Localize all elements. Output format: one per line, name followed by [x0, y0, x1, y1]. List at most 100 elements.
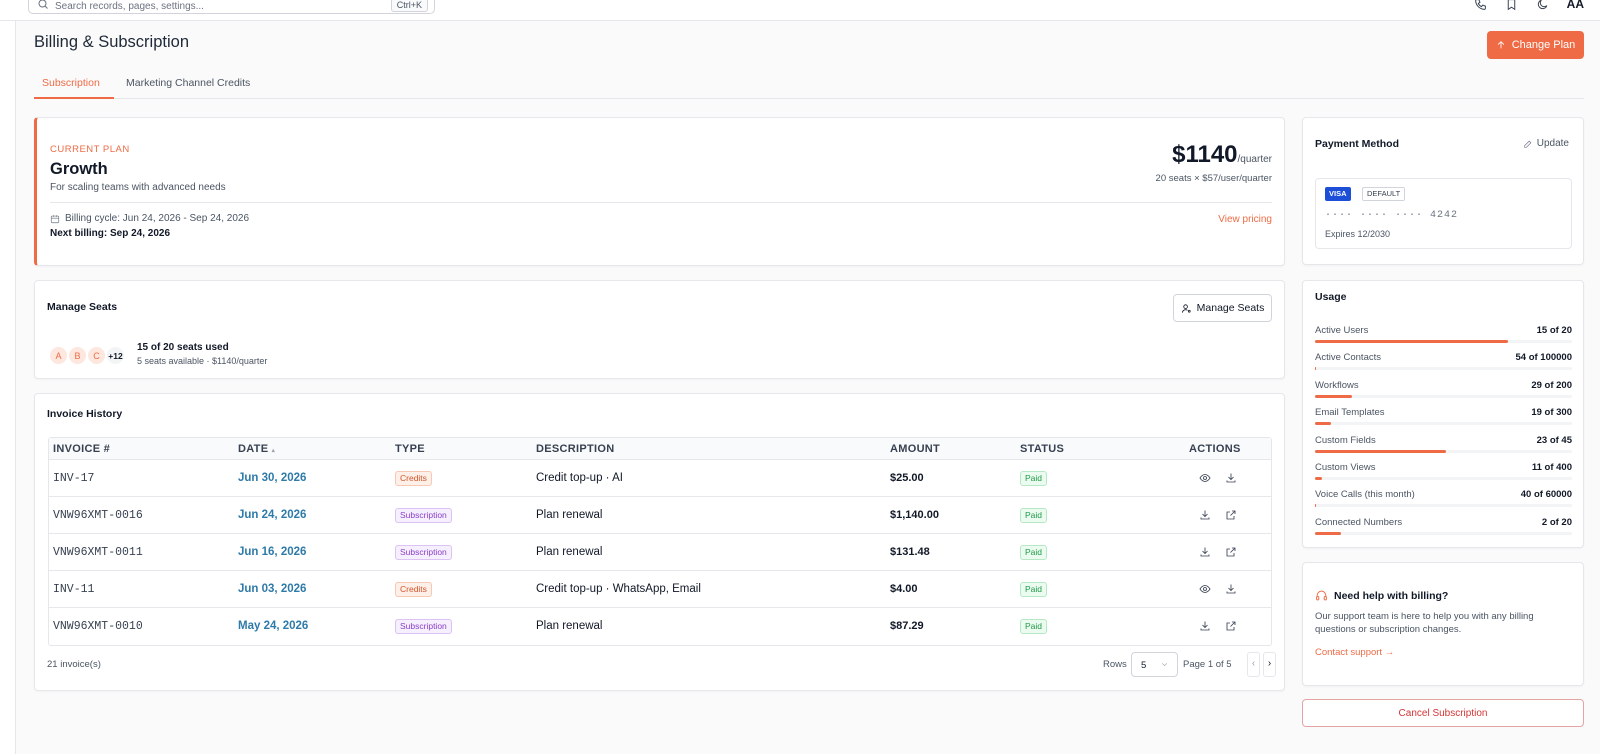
- usage-progress-bar: [1315, 394, 1353, 398]
- next-page-button[interactable]: ›: [1263, 652, 1276, 677]
- contact-support-link[interactable]: Contact support →: [1315, 647, 1395, 658]
- view-pricing-link[interactable]: View pricing: [1218, 214, 1272, 225]
- moon-icon[interactable]: [1536, 0, 1549, 11]
- usage-track: [1315, 340, 1572, 343]
- type-badge: Subscription: [395, 619, 452, 634]
- table-header: INVOICE # DATE ▴ TYPE DESCRIPTION AMOUNT…: [49, 438, 1271, 460]
- cancel-subscription-button[interactable]: Cancel Subscription: [1302, 699, 1584, 727]
- status-badge: Paid: [1020, 508, 1048, 523]
- usage-value: 54 of 100000: [1515, 352, 1572, 364]
- prev-page-button[interactable]: ‹: [1247, 652, 1260, 677]
- invoice-date[interactable]: Jun 16, 2026: [238, 546, 307, 558]
- sort-asc-icon: ▴: [271, 448, 275, 454]
- usage-progress-bar: [1315, 367, 1317, 371]
- usage-item: Workflows 29 of 200: [1315, 380, 1572, 400]
- plan-name: Growth: [50, 160, 108, 178]
- type-badge: Credits: [395, 582, 432, 597]
- billing-cycle: Billing cycle: Jun 24, 2026 - Sep 24, 20…: [50, 213, 249, 224]
- tab-label: Subscription: [42, 77, 100, 89]
- invoice-number: INV-17: [53, 472, 95, 485]
- external-link-icon[interactable]: [1225, 545, 1239, 559]
- search-shortcut: Ctrl+K: [390, 0, 428, 12]
- usage-item: Active Users 15 of 20: [1315, 325, 1572, 345]
- table-row[interactable]: VNW96XMT-0010 May 24, 2026 Subscription …: [49, 608, 1271, 645]
- headset-icon: [1316, 590, 1327, 601]
- usage-track: [1315, 531, 1572, 535]
- col-amount[interactable]: AMOUNT: [890, 443, 941, 455]
- type-badge: Subscription: [395, 508, 452, 523]
- invoice-date[interactable]: Jun 03, 2026: [238, 583, 307, 595]
- download-icon[interactable]: [1199, 508, 1213, 522]
- invoice-description: Plan renewal: [536, 620, 603, 632]
- change-plan-label: Change Plan: [1511, 39, 1576, 51]
- usage-progress-bar: [1315, 477, 1323, 480]
- bookmark-icon[interactable]: [1505, 0, 1518, 11]
- usage-progress-bar: [1315, 449, 1447, 453]
- usage-label: Active Contacts: [1315, 352, 1381, 364]
- external-link-icon[interactable]: [1225, 508, 1239, 522]
- type-badge: Credits: [395, 471, 432, 486]
- type-badge: Subscription: [395, 545, 452, 560]
- arrow-up-icon: [1497, 41, 1504, 49]
- invoice-description: Plan renewal: [536, 509, 603, 521]
- tab-marketing-channel-credits[interactable]: Marketing Channel Credits: [126, 77, 250, 99]
- user-avatar[interactable]: AA: [1566, 0, 1584, 11]
- update-label: Update: [1536, 138, 1569, 149]
- manage-seats-button[interactable]: Manage Seats: [1173, 294, 1272, 322]
- user-cog-icon: [1181, 303, 1191, 313]
- invoice-history-card: Invoice History INVOICE # DATE ▴ TYPE DE…: [34, 393, 1285, 691]
- status-badge: Paid: [1020, 545, 1048, 560]
- usage-title: Usage: [1315, 291, 1347, 303]
- change-plan-button[interactable]: Change Plan: [1487, 31, 1584, 59]
- eye-icon[interactable]: [1199, 582, 1213, 596]
- seats-title: Manage Seats: [47, 301, 118, 313]
- calendar-icon: [50, 214, 60, 223]
- usage-track: [1315, 394, 1572, 398]
- price-period: /quarter: [1237, 154, 1272, 165]
- download-icon[interactable]: [1199, 619, 1213, 633]
- rows-per-page-select[interactable]: 5: [1131, 652, 1178, 677]
- usage-value: 11 of 400: [1531, 462, 1572, 473]
- update-payment-button[interactable]: Update: [1523, 138, 1569, 149]
- table-row[interactable]: VNW96XMT-0011 Jun 16, 2026 Subscription …: [49, 534, 1271, 571]
- tab-label: Marketing Channel Credits: [126, 77, 251, 89]
- usage-item: Email Templates 19 of 300: [1315, 407, 1572, 427]
- saved-card: VISA DEFAULT ···· ···· ···· 4242 Expires…: [1315, 178, 1572, 249]
- download-icon[interactable]: [1199, 545, 1213, 559]
- invoice-date[interactable]: Jun 30, 2026: [238, 472, 307, 484]
- table-row[interactable]: INV-11 Jun 03, 2026 Credits Credit top-u…: [49, 571, 1271, 608]
- invoice-description: Credit top-up · WhatsApp, Email: [536, 583, 701, 595]
- billing-cycle-text: Billing cycle: Jun 24, 2026 - Sep 24, 20…: [65, 213, 250, 224]
- tab-subscription[interactable]: Subscription: [34, 77, 114, 99]
- col-date[interactable]: DATE ▴: [238, 443, 275, 455]
- usage-label: Custom Fields: [1315, 434, 1376, 446]
- col-actions: ACTIONS: [1189, 443, 1241, 455]
- seats-formula: 20 seats × $57/user/quarter: [1155, 173, 1272, 184]
- left-rail: ⋮: [0, 0, 16, 754]
- usage-track: [1315, 422, 1572, 426]
- price-amount: $1140: [1172, 141, 1238, 168]
- usage-item: Custom Fields 23 of 45: [1315, 435, 1572, 455]
- download-icon[interactable]: [1225, 471, 1239, 485]
- invoice-date[interactable]: Jun 24, 2026: [238, 509, 307, 521]
- col-type[interactable]: TYPE: [395, 443, 425, 455]
- usage-label: Email Templates: [1315, 407, 1385, 419]
- status-badge: Paid: [1020, 619, 1048, 634]
- help-title: Need help with billing?: [1315, 589, 1448, 602]
- col-description[interactable]: DESCRIPTION: [536, 443, 615, 455]
- usage-value: 23 of 45: [1536, 434, 1572, 446]
- external-link-icon[interactable]: [1225, 619, 1239, 633]
- table-row[interactable]: VNW96XMT-0016 Jun 24, 2026 Subscription …: [49, 497, 1271, 534]
- invoice-amount: $131.48: [890, 546, 930, 558]
- col-status[interactable]: STATUS: [1020, 443, 1065, 455]
- usage-track: [1315, 449, 1572, 453]
- eye-icon[interactable]: [1199, 471, 1213, 485]
- global-search[interactable]: Search records, pages, settings... Ctrl+…: [28, 0, 435, 14]
- table-row[interactable]: INV-17 Jun 30, 2026 Credits Credit top-u…: [49, 460, 1271, 497]
- rows-value: 5: [1141, 660, 1147, 671]
- download-icon[interactable]: [1225, 582, 1239, 596]
- invoice-count: 21 invoice(s): [47, 659, 101, 670]
- phone-icon[interactable]: [1474, 0, 1487, 11]
- invoice-date[interactable]: May 24, 2026: [238, 620, 309, 632]
- col-invoice[interactable]: INVOICE #: [53, 443, 111, 455]
